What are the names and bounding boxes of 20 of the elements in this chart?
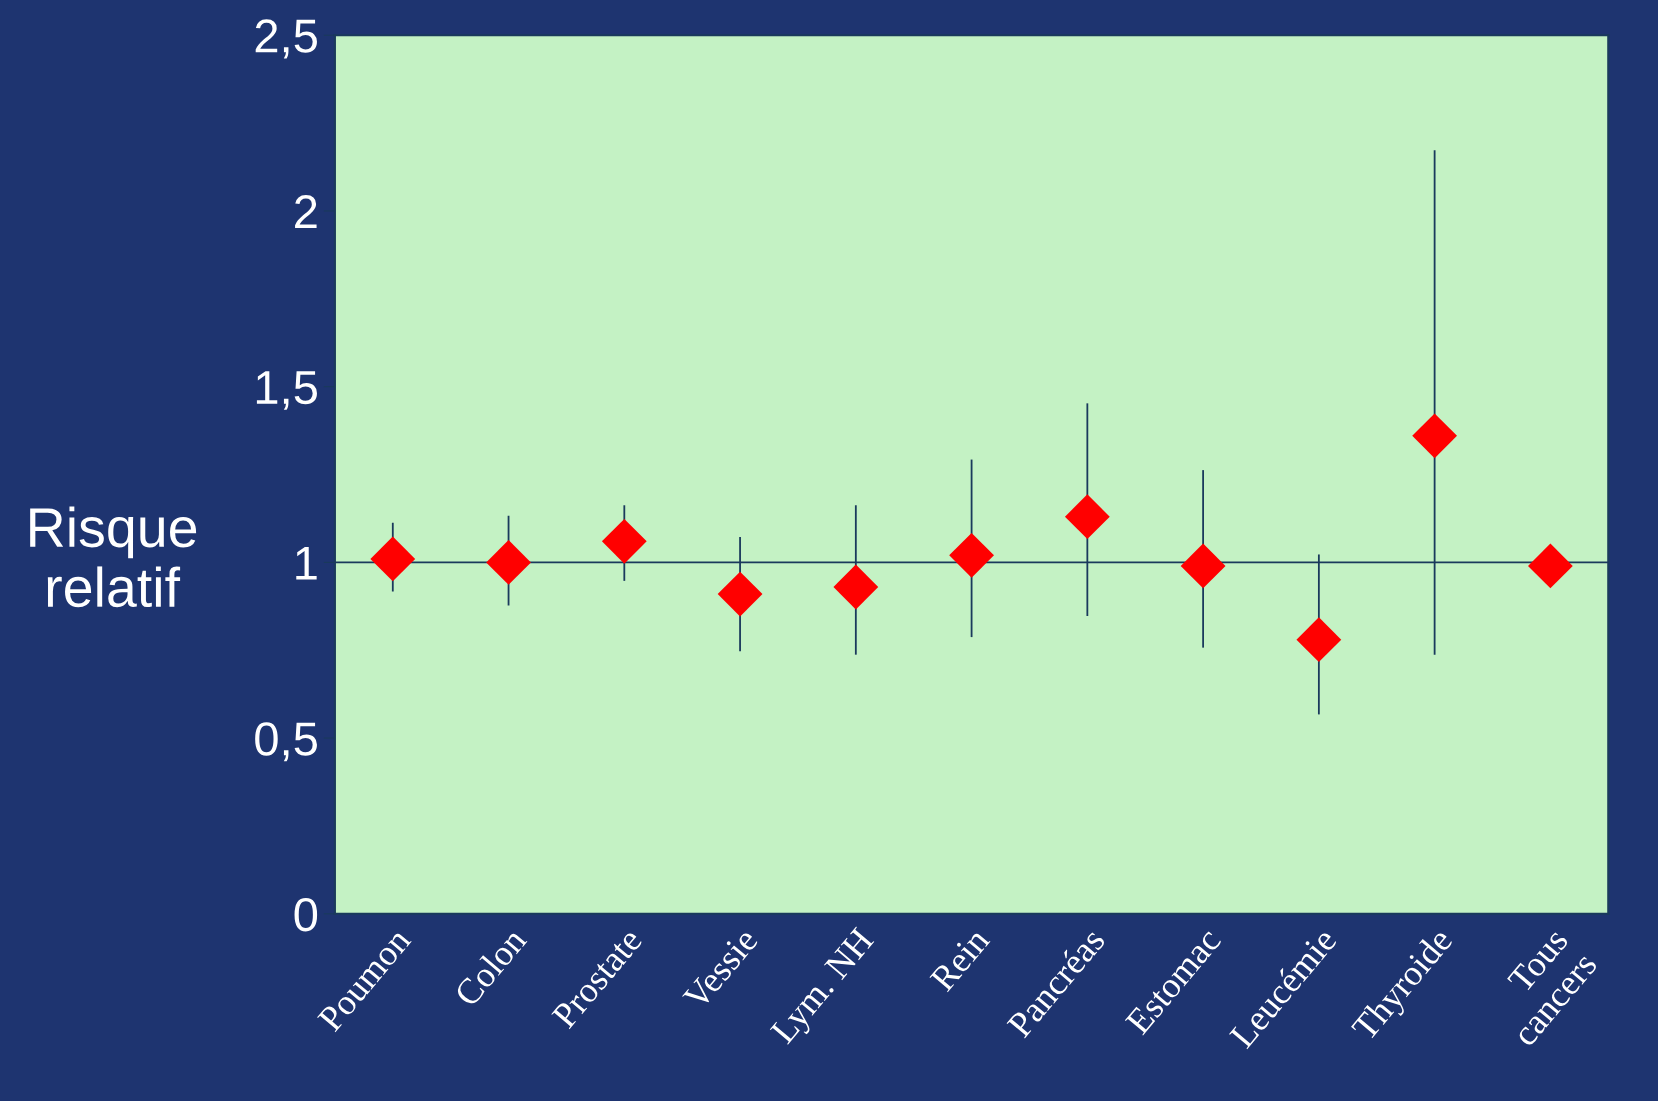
- point: [949, 532, 994, 578]
- y-axis-title: Risque relatif: [30, 506, 197, 608]
- y-tick-label: 2: [295, 195, 317, 229]
- y-tick-label: 1: [296, 547, 317, 580]
- point: [1296, 617, 1342, 663]
- point: [1064, 494, 1110, 540]
- point: [1527, 543, 1573, 589]
- point: [486, 540, 531, 585]
- point: [1412, 413, 1458, 459]
- x-tick-label: Lym. NH: [769, 926, 881, 1050]
- y-tick-label: 2,5: [255, 19, 317, 59]
- y-tick-label: 0,5: [255, 722, 317, 762]
- point: [833, 564, 879, 610]
- point: [717, 571, 763, 617]
- x-tick-label: Rein: [929, 926, 991, 993]
- y-tick-label: 1,5: [256, 371, 317, 410]
- y-tick-label: 0: [294, 897, 318, 932]
- point: [370, 536, 416, 582]
- point: [601, 518, 647, 564]
- point: [1180, 543, 1226, 589]
